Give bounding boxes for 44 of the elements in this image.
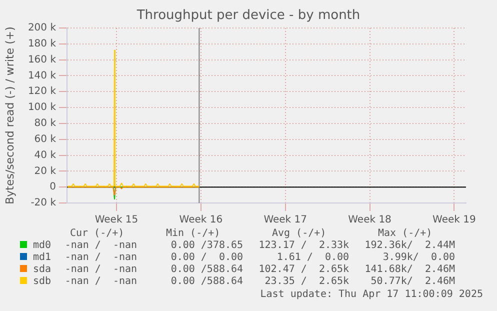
text: 1.61 / 0.00 (276, 252, 350, 264)
y-axis-title: Bytes/second read (-) / write (+) (3, 26, 16, 204)
legend-label: md1 (32, 252, 52, 264)
y-tick-label: 80 k (34, 118, 56, 130)
text: 0.00 / 0.00 (170, 252, 244, 264)
text: 192.36k/ 2.44M (364, 240, 456, 252)
text: 50.77k/ 2.46M (370, 276, 456, 288)
x-tick-label: Week 16 (179, 214, 223, 226)
y-tick-label: 20 k (34, 166, 56, 177)
y-tick-label: 40 k (34, 150, 56, 161)
x-tick-label: Week 19 (432, 214, 476, 226)
legend-label: sda (32, 264, 52, 276)
y-tick-label: 100 k (28, 102, 56, 114)
y-tick-label: 200 k (28, 22, 56, 34)
text: 102.47 / 2.65k (258, 264, 350, 276)
text: -nan / -nan (64, 252, 138, 264)
x-tick-label: Week 17 (264, 214, 307, 226)
x-tick-label: Week 18 (348, 214, 392, 226)
legend-label: md0 (32, 240, 52, 252)
text: Cur (-/+) (68, 228, 126, 240)
y-tick-label: 160 k (28, 54, 56, 66)
y-tick-label: 0 (50, 182, 56, 193)
text: Min (-/+) (164, 228, 222, 240)
text: -nan / -nan (64, 276, 138, 288)
y-tick-label: 120 k (28, 86, 56, 98)
text: -nan / -nan (64, 264, 138, 276)
chart-title: Throughput per device - by month (136, 8, 362, 23)
text: 141.68k/ 2.46M (364, 264, 456, 276)
text: Last update: Thu Apr 17 11:00:09 2025 (260, 289, 483, 300)
text: Avg (-/+) (270, 228, 328, 240)
y-tick-label: 60 k (34, 134, 56, 145)
x-tick-label: Week 15 (94, 214, 138, 226)
y-tick-label: -20 k (30, 198, 56, 209)
text: 0.00 /378.65 (170, 240, 244, 252)
text: 3.99k/ 0.00 (382, 252, 456, 264)
text: 23.35 / 2.65k (264, 276, 350, 288)
text: Max (-/+) (376, 228, 434, 240)
text: 0.00 /588.64 (170, 276, 244, 288)
text: 0.00 /588.64 (170, 264, 244, 276)
y-tick-label: 180 k (28, 38, 56, 50)
y-tick-label: 140 k (28, 70, 56, 82)
legend-label: sdb (32, 276, 52, 288)
text: 123.17 / 2.33k (258, 240, 350, 252)
text: -nan / -nan (64, 240, 138, 252)
